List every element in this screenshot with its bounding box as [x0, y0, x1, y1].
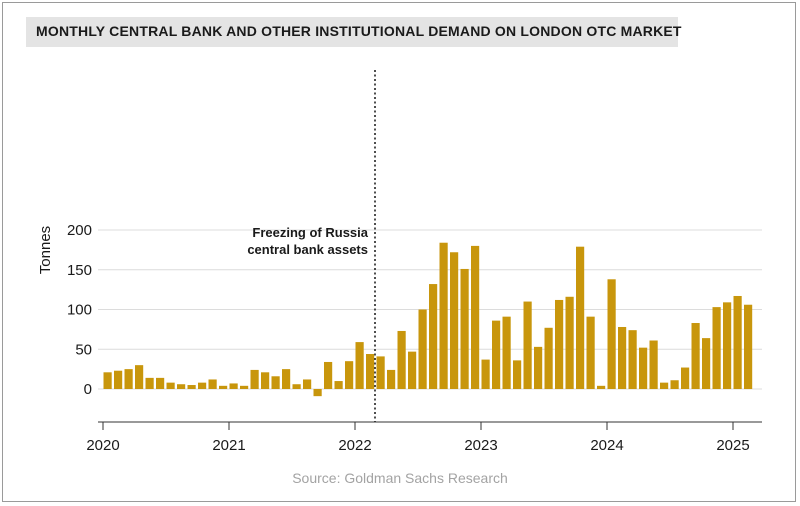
y-tick-label: 50 [75, 341, 92, 358]
bar-2021-06 [282, 369, 291, 389]
bar-2024-06 [660, 382, 669, 389]
bar-2022-01 [355, 342, 364, 389]
bar-2021-10 [324, 361, 333, 389]
annotation-text: Freezing of Russia [252, 225, 368, 240]
bar-2022-05 [397, 330, 406, 389]
x-tick-label: 2025 [716, 437, 749, 454]
bar-2021-05 [271, 376, 280, 389]
y-tick-label: 0 [84, 381, 92, 398]
bar-2022-04 [387, 369, 396, 389]
bar-2022-07 [418, 309, 427, 389]
bar-2020-12 [219, 385, 228, 389]
title-band [26, 17, 678, 47]
bar-2023-07 [544, 327, 553, 389]
bar-2023-10 [576, 246, 585, 389]
bar-2021-11 [334, 381, 343, 389]
bar-2021-07 [292, 384, 301, 389]
bar-2025-01 [733, 295, 742, 389]
bar-2023-11 [586, 316, 595, 389]
bar-2023-05 [523, 301, 532, 389]
bar-2021-03 [250, 369, 259, 389]
bar-2020-03 [124, 369, 133, 389]
bar-2020-05 [145, 377, 154, 389]
y-tick-label: 200 [67, 222, 92, 239]
bar-2024-10 [702, 338, 711, 389]
y-tick-label: 150 [67, 262, 92, 279]
bars [103, 242, 753, 397]
bar-2020-08 [177, 384, 186, 389]
bar-2020-11 [208, 379, 217, 389]
bar-2021-01 [229, 383, 238, 389]
bar-2022-11 [460, 268, 469, 389]
bar-2022-08 [429, 284, 438, 389]
bar-2024-03 [628, 330, 637, 389]
x-tick-label: 2024 [590, 437, 623, 454]
annotation: Freezing of Russia central bank assets [247, 70, 376, 422]
bar-2022-03 [376, 356, 385, 389]
x-tick-label: 2021 [212, 437, 245, 454]
y-axis-label: Tonnes [37, 226, 54, 274]
bar-2023-03 [502, 316, 511, 389]
bar-2024-01 [607, 279, 616, 389]
bar-2024-04 [639, 347, 648, 389]
bar-2022-02 [366, 354, 375, 389]
bar-2021-02 [240, 385, 249, 389]
bar-2021-12 [345, 361, 354, 389]
bar-2022-09 [439, 242, 448, 389]
bar-2020-04 [135, 365, 144, 389]
bar-2024-12 [723, 302, 732, 389]
bar-2023-08 [555, 299, 564, 389]
bar-2023-09 [565, 296, 574, 389]
bar-2020-02 [114, 370, 123, 389]
bar-2023-01 [481, 359, 490, 389]
bar-2024-05 [649, 340, 658, 389]
bar-2023-06 [534, 346, 543, 389]
y-tick-label: 100 [67, 302, 92, 319]
bar-2021-08 [303, 379, 312, 389]
x-tick-label: 2023 [464, 437, 497, 454]
bar-2020-01 [103, 372, 112, 389]
bar-2021-04 [261, 372, 270, 389]
bar-2023-12 [597, 385, 606, 389]
bar-2020-10 [198, 382, 207, 389]
y-axis-ticks: 0 50 100 150 200 [67, 222, 92, 398]
bar-2020-07 [166, 382, 175, 389]
bar-2022-06 [408, 351, 417, 389]
bar-2024-08 [681, 367, 690, 389]
bar-2022-10 [450, 252, 459, 389]
bar-2024-09 [691, 323, 700, 389]
bar-2023-04 [513, 360, 522, 389]
bar-2022-12 [471, 245, 480, 389]
bar-2020-06 [156, 377, 165, 389]
source-note: Source: Goldman Sachs Research [292, 470, 508, 486]
x-tick-label: 2022 [338, 437, 371, 454]
bar-2024-02 [618, 326, 627, 389]
bar-2024-07 [670, 380, 679, 389]
annotation-text: central bank assets [247, 242, 368, 257]
chart-title: MONTHLY CENTRAL BANK AND OTHER INSTITUTI… [36, 23, 682, 39]
bar-2023-02 [492, 320, 501, 389]
bar-2020-09 [187, 385, 196, 389]
bar-2024-11 [712, 307, 721, 389]
bar-2021-09 [313, 389, 322, 397]
bar-2025-02 [744, 304, 753, 389]
x-axis: 2020 2021 2022 2023 2024 2025 [86, 421, 762, 454]
x-tick-label: 2020 [86, 437, 119, 454]
